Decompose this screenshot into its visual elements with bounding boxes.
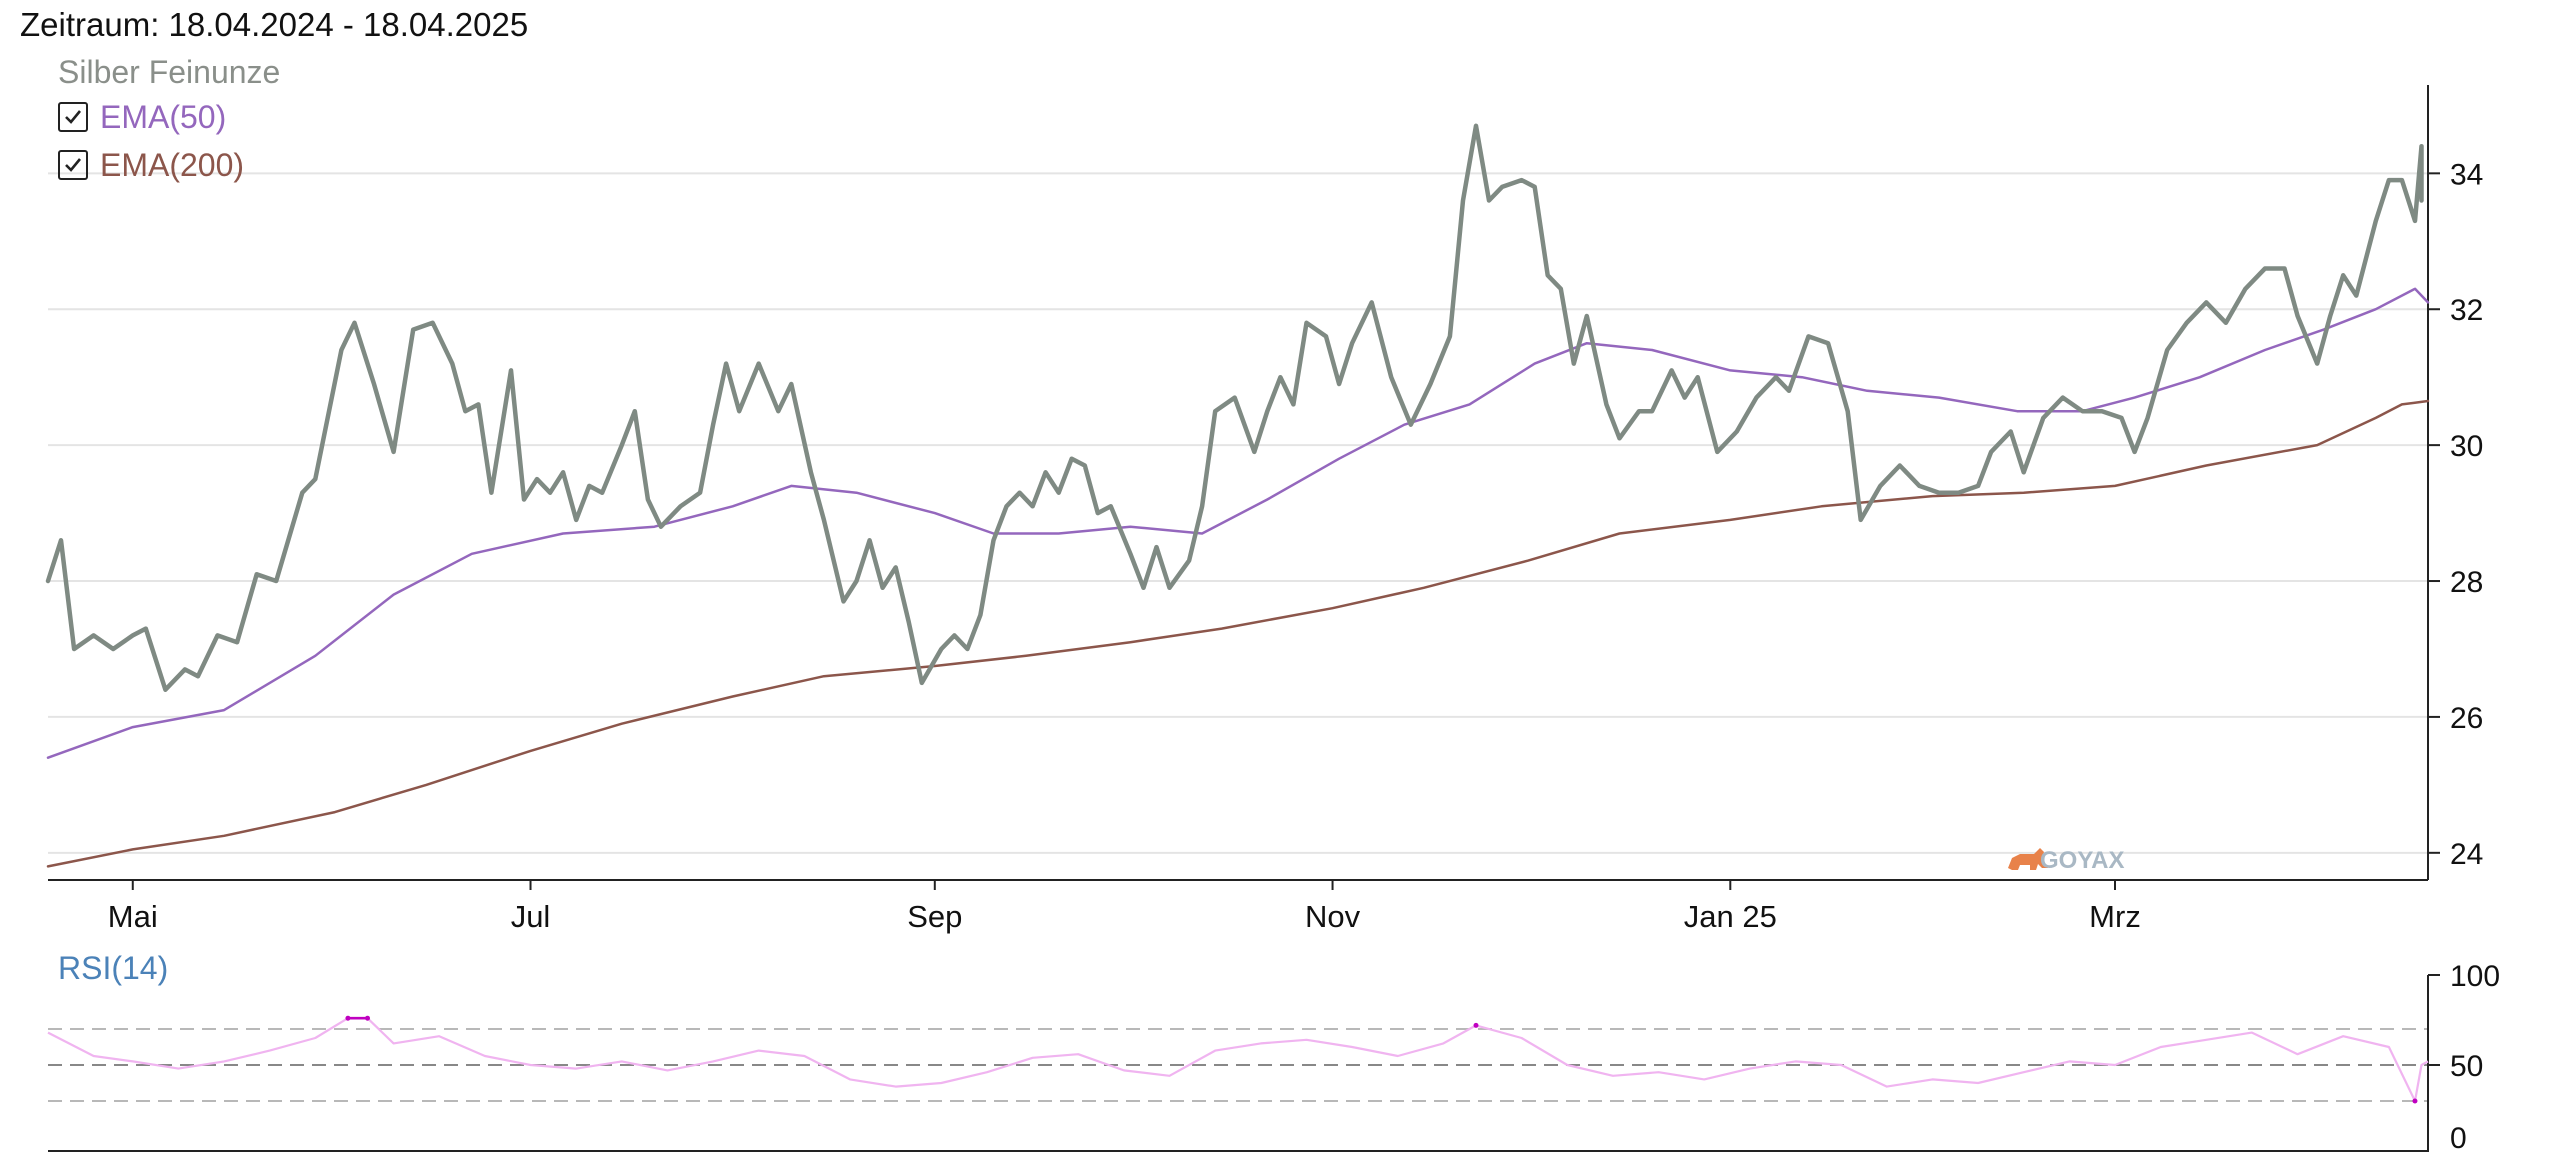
checkmark-icon	[65, 110, 82, 124]
checkbox-ema50[interactable]	[58, 102, 88, 132]
y-tick-label: 30	[2450, 430, 2483, 463]
period-label: Zeitraum: 18.04.2024 - 18.04.2025	[20, 6, 529, 43]
x-tick-label: Mrz	[2089, 899, 2141, 934]
rsi-extreme-point	[365, 1015, 371, 1021]
watermark-text: GOYAX	[2040, 847, 2124, 874]
x-tick-label: Jul	[511, 899, 551, 934]
goyax-logo-icon	[2008, 848, 2048, 870]
rsi-title: RSI(14)	[58, 950, 169, 986]
rsi-extreme-point	[345, 1015, 351, 1021]
checkbox-ema200[interactable]	[58, 150, 88, 180]
watermark: GOYAX	[2008, 847, 2124, 874]
series-line-silber	[45, 123, 2424, 692]
x-tick-label: Mai	[108, 899, 158, 934]
series-line-ema200	[46, 399, 2430, 868]
x-tick-label: Jan 25	[1684, 899, 1777, 934]
checkmark-icon	[65, 158, 82, 172]
rsi-extreme-point	[2412, 1098, 2418, 1104]
series-line-ema50	[46, 287, 2430, 759]
legend-item-ema200[interactable]: EMA(200)	[58, 146, 244, 184]
y-tick-label: 26	[2450, 702, 2483, 735]
y-tick-label: 32	[2450, 294, 2483, 327]
rsi-y-tick-label: 50	[2450, 1050, 2483, 1083]
legend-label-ema200: EMA(200)	[100, 146, 245, 183]
x-tick-label: Sep	[907, 899, 962, 934]
series-name-label: Silber Feinunze	[58, 54, 281, 90]
y-tick-label: 28	[2450, 566, 2483, 599]
rsi-extreme-point	[1473, 1022, 1479, 1028]
legend-label-ema50: EMA(50)	[100, 98, 227, 135]
series-line-rsi	[47, 1017, 2429, 1103]
legend-item-ema50[interactable]: EMA(50)	[58, 98, 226, 136]
rsi-y-tick-label: 0	[2450, 1122, 2467, 1152]
x-tick-label: Nov	[1305, 899, 1361, 934]
rsi-y-tick-label: 100	[2450, 960, 2500, 993]
y-tick-label: 24	[2450, 838, 2483, 871]
y-tick-label: 34	[2450, 158, 2483, 191]
